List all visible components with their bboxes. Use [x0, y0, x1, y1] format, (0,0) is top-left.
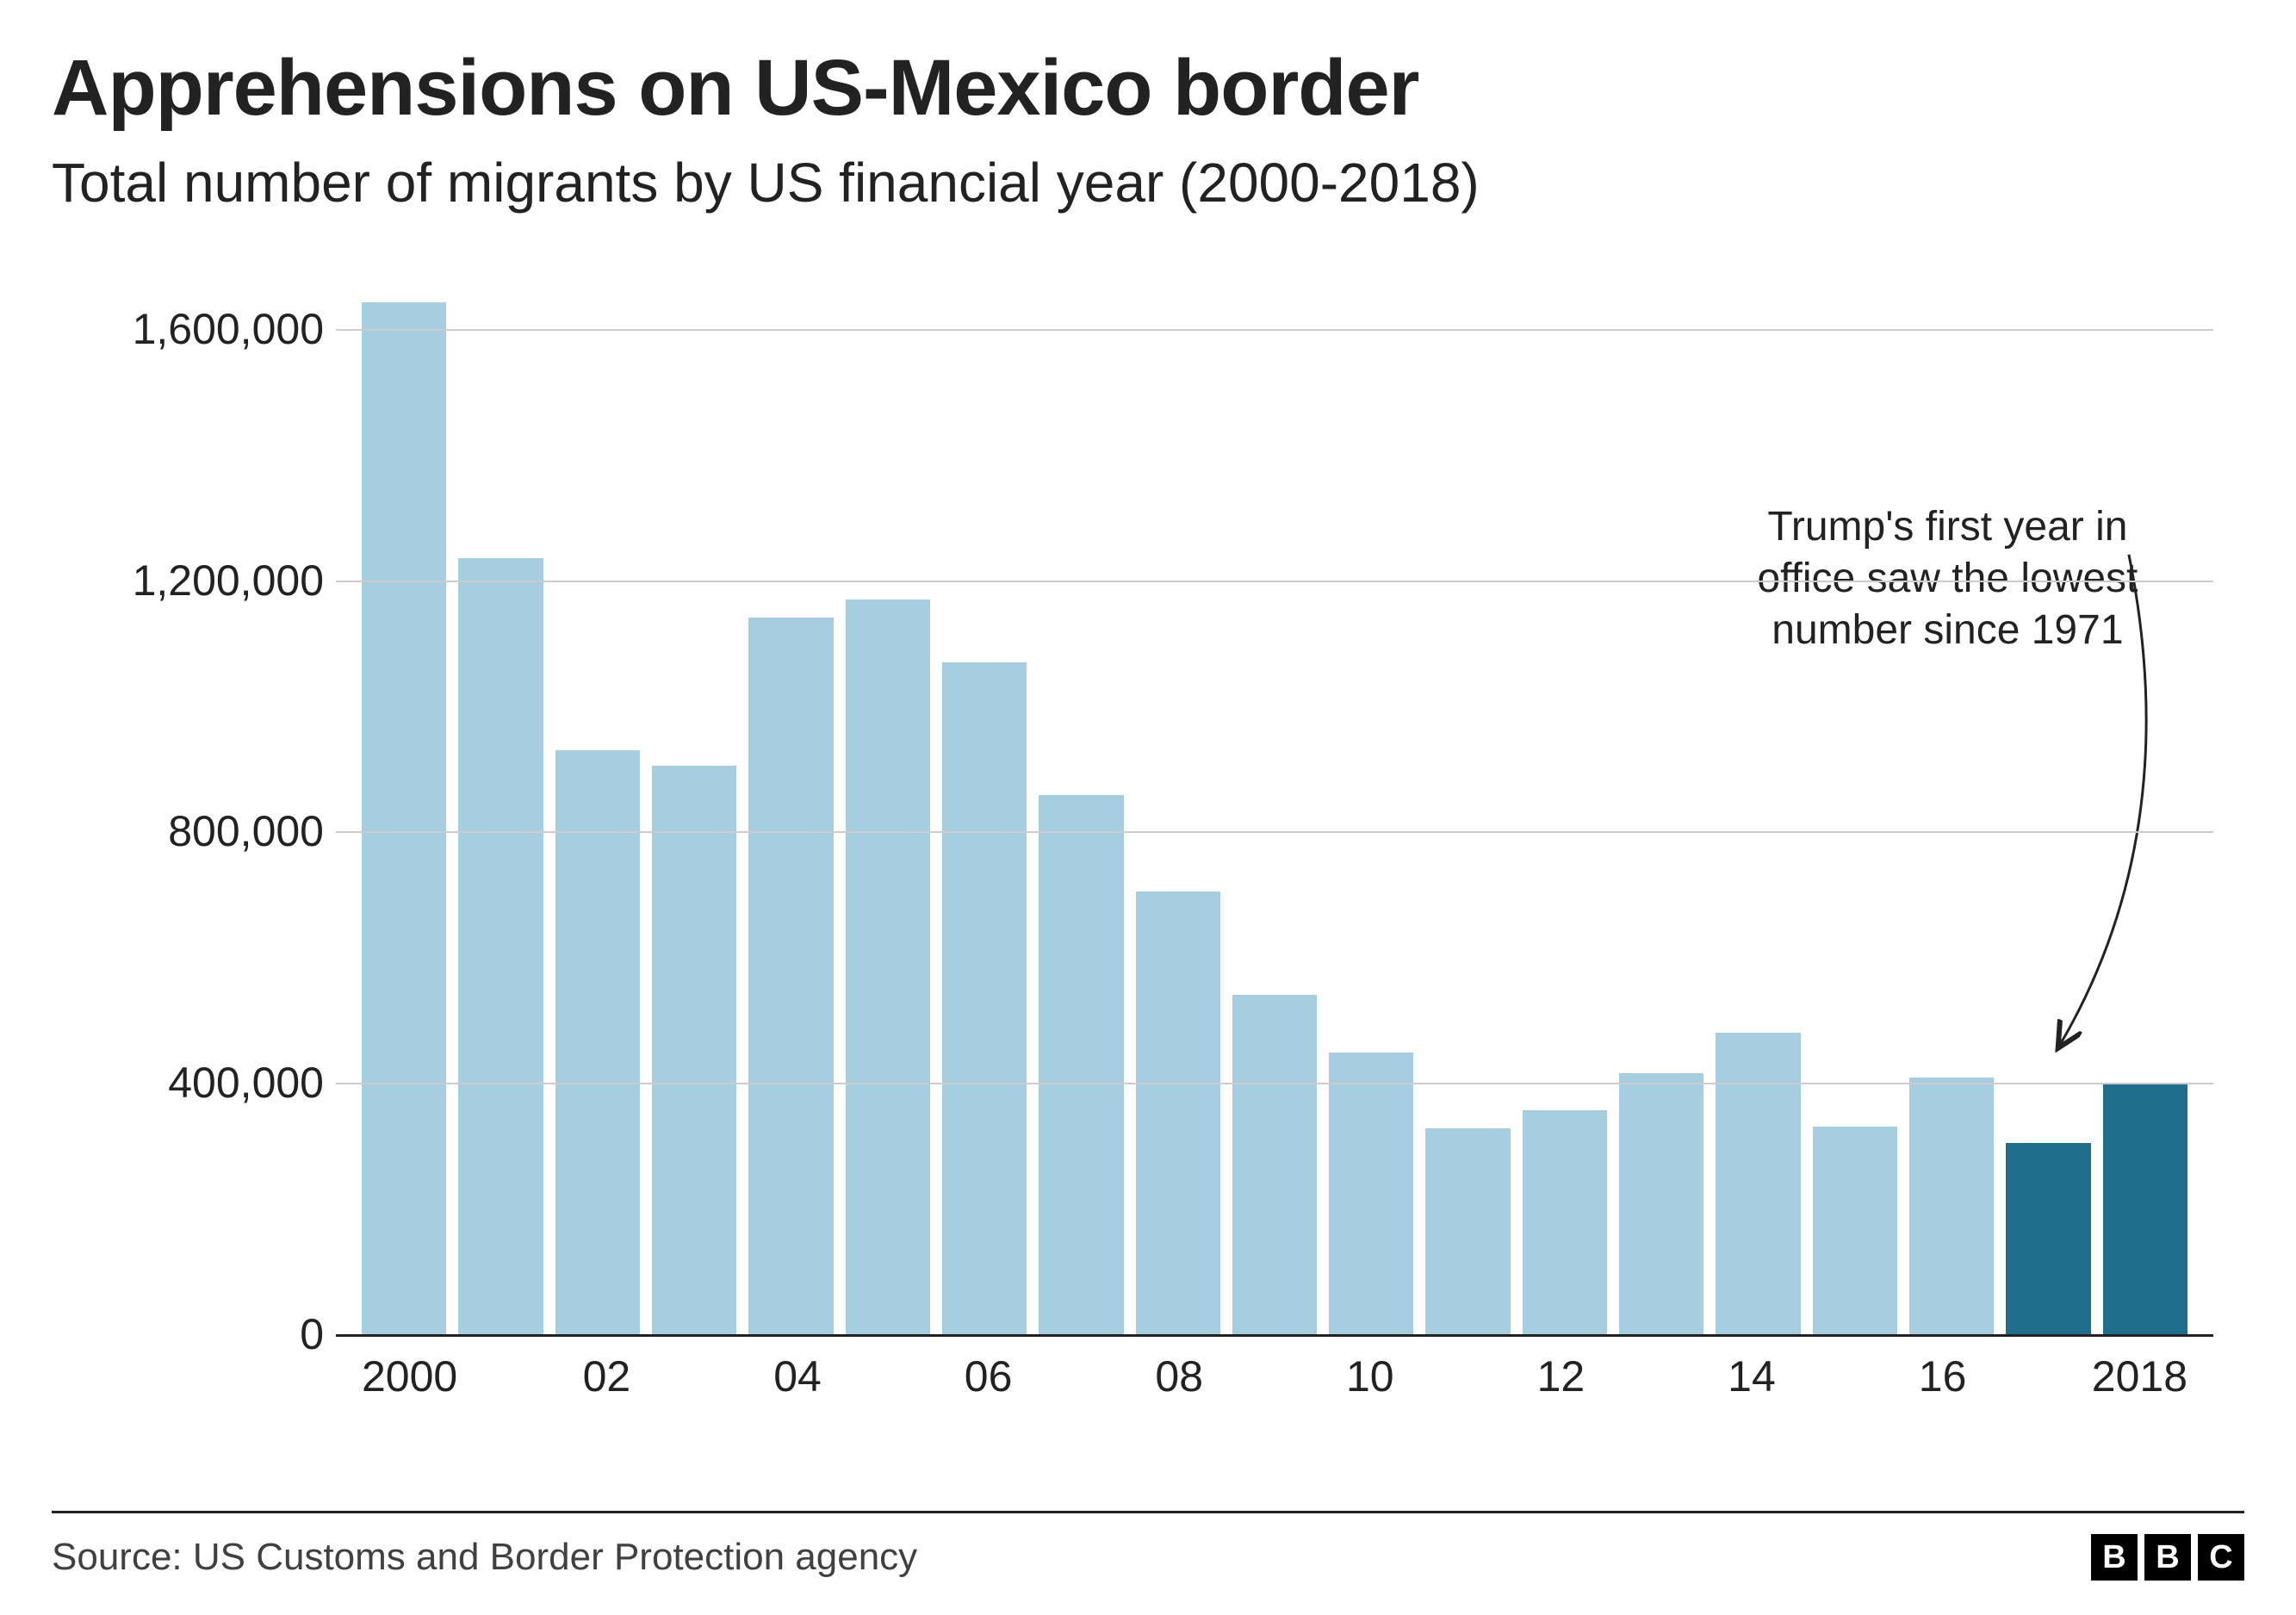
bars-group [336, 266, 2213, 1334]
chart-subtitle: Total number of migrants by US financial… [52, 151, 2244, 214]
y-axis-label: 400,000 [65, 1058, 324, 1108]
x-axis-label [1996, 1351, 2080, 1401]
chart-container: 2000 02 04 06 08 10 12 14 16 2018 Trump's first y… [52, 249, 2244, 1429]
gridline [336, 831, 2213, 833]
annotation-line: office saw the lowest [1706, 553, 2188, 605]
x-axis-label: 2000 [362, 1351, 457, 1401]
bar [1813, 1127, 1897, 1334]
bar [748, 618, 833, 1334]
chart-footer: Source: US Customs and Border Protection… [52, 1511, 2244, 1581]
x-axis-label [469, 1351, 553, 1401]
gridline [336, 581, 2213, 582]
bar [1619, 1073, 1703, 1334]
bbc-logo: BBC [2091, 1534, 2244, 1581]
annotation-line: number since 1971 [1706, 605, 2188, 656]
x-axis-label: 08 [1138, 1351, 1221, 1401]
x-axis-label: 14 [1710, 1351, 1794, 1401]
bbc-logo-letter: B [2144, 1534, 2191, 1581]
x-axis-baseline [336, 1334, 2213, 1337]
chart-title: Apprehensions on US-Mexico border [52, 43, 2244, 134]
x-axis-label [661, 1351, 744, 1401]
x-axis-label: 16 [1901, 1351, 1984, 1401]
x-axis-label: 04 [756, 1351, 840, 1401]
x-axis-label [1233, 1351, 1317, 1401]
bar [555, 750, 640, 1334]
bar [458, 558, 543, 1334]
x-axis-labels: 2000 02 04 06 08 10 12 14 16 2018 [336, 1351, 2213, 1401]
x-axis-label [1615, 1351, 1698, 1401]
bar [2006, 1143, 2090, 1334]
y-axis-label: 1,600,000 [65, 304, 324, 354]
annotation-line: Trump's first year in [1706, 501, 2188, 553]
source-text: Source: US Customs and Border Protection… [52, 1536, 917, 1579]
y-axis-label: 0 [65, 1309, 324, 1359]
bar [942, 662, 1027, 1334]
annotation-text: Trump's first year inoffice saw the lowe… [1706, 501, 2188, 656]
bar [1329, 1053, 1413, 1334]
y-axis-label: 800,000 [65, 806, 324, 856]
x-axis-label: 10 [1328, 1351, 1412, 1401]
bar [1039, 795, 1123, 1334]
x-axis-label: 12 [1519, 1351, 1603, 1401]
y-axis-label: 1,200,000 [65, 556, 324, 606]
bar [362, 302, 446, 1334]
bar [1523, 1110, 1607, 1334]
bbc-logo-letter: C [2198, 1534, 2244, 1581]
gridline [336, 1083, 2213, 1084]
bar [1716, 1033, 1800, 1334]
plot-area: 200002040608101214162018 Trump's first y… [336, 266, 2213, 1334]
x-axis-label: 06 [946, 1351, 1030, 1401]
bar [1136, 891, 1220, 1334]
bar [652, 766, 736, 1334]
gridline [336, 329, 2213, 331]
bar [1909, 1078, 1994, 1334]
x-axis-label [1424, 1351, 1507, 1401]
x-axis-label: 02 [565, 1351, 648, 1401]
bar [2103, 1084, 2187, 1334]
x-axis-label [851, 1351, 934, 1401]
bar [1425, 1128, 1510, 1334]
x-axis-label [1042, 1351, 1126, 1401]
bbc-logo-letter: B [2091, 1534, 2138, 1581]
x-axis-label: 2018 [2092, 1351, 2187, 1401]
bar [1232, 995, 1317, 1334]
x-axis-label [1805, 1351, 1889, 1401]
bar [846, 599, 930, 1334]
